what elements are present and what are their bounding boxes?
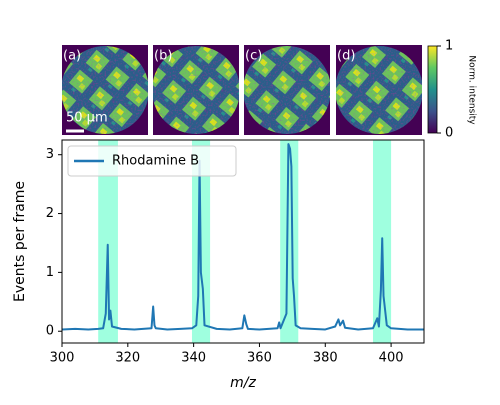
axes-frame <box>61 139 425 344</box>
legend-box <box>67 145 237 177</box>
inset-label: (c) <box>245 49 262 64</box>
colorbar-tick-label: 1 <box>445 39 453 54</box>
colorbar <box>427 45 438 134</box>
y-tick-label: 1 <box>46 265 54 280</box>
inset-label: (a) <box>63 49 81 64</box>
y-axis-label: Events per frame <box>12 181 28 302</box>
x-tick-label: 300 <box>50 351 75 366</box>
x-tick-label: 320 <box>115 351 140 366</box>
x-tick-label: 400 <box>379 351 404 366</box>
inset: (c) <box>244 45 330 135</box>
inset: (b) <box>153 45 239 135</box>
inset: (d) <box>336 45 422 135</box>
inset-heatmap <box>153 46 239 134</box>
highlight-band <box>98 140 118 343</box>
plot: 300 320 340 360 380 400 0 1 2 3 Rhodamine B m/z Even… <box>12 139 425 391</box>
scale-bar-label: 50 μm <box>66 111 108 126</box>
inset-heatmap <box>336 46 422 134</box>
colorbar-label: Norm. intensity <box>467 55 477 125</box>
x-tick-label: 380 <box>313 351 338 366</box>
series-line <box>61 143 424 331</box>
y-tick-label: 3 <box>46 147 54 162</box>
x-tick-label: 360 <box>247 351 272 366</box>
inset-heatmap <box>62 46 148 134</box>
y-tick-label: 0 <box>46 324 54 339</box>
inset: (a) <box>62 45 148 135</box>
x-tick-label: 340 <box>181 351 206 366</box>
colorbar-tick-label: 0 <box>445 126 453 141</box>
inset-heatmap <box>244 46 330 134</box>
x-axis-label: m/z <box>230 375 256 391</box>
inset-label: (b) <box>154 49 172 64</box>
y-tick-label: 2 <box>46 206 54 221</box>
inset-images: (a) (b) (c) (d) 50 μm 0 1 Norm. intensity <box>62 39 477 141</box>
inset-label: (d) <box>337 49 355 64</box>
legend-label: Rhodamine B <box>112 154 199 169</box>
